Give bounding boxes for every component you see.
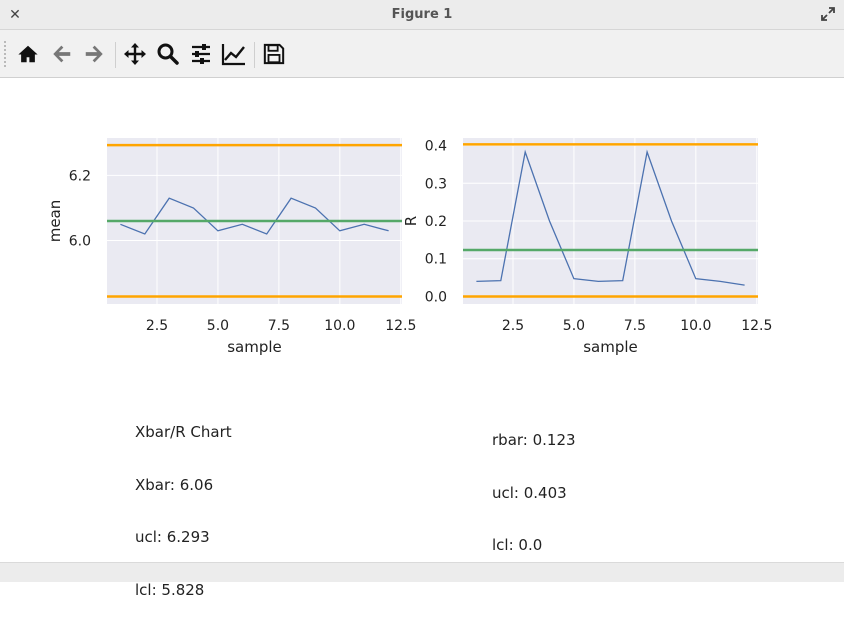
summary-r-ucl: ucl: 0.403 [492,483,567,502]
toolbar [0,30,844,78]
axes-edit-button[interactable] [220,40,248,68]
summary-rbar: rbar: 0.123 [492,431,576,449]
r-summary: rbar: 0.123 ucl: 0.403 lcl: 0.0 [492,397,576,590]
xbar-summary: Xbar/R Chart Xbar: 6.06 ucl: 6.293 lcl: … [135,389,232,634]
x-tick-label: 2.5 [502,318,524,334]
save-button[interactable] [260,40,288,68]
window-title: Figure 1 [391,7,453,22]
maximize-icon[interactable] [820,6,836,22]
x-tick-label: 10.0 [680,318,711,334]
x-tick-label: 7.5 [624,318,646,334]
x-axis-label: sample [583,338,638,356]
x-tick-label: 7.5 [268,318,290,334]
forward-button[interactable] [80,40,108,68]
back-button[interactable] [48,40,76,68]
statusbar [0,562,844,582]
close-icon[interactable]: ✕ [9,7,21,23]
subplots-button[interactable] [187,40,215,68]
y-tick-label: 0.0 [425,289,447,305]
summary-lcl: lcl: 5.828 [135,580,205,599]
x-axis-label: sample [227,338,282,356]
x-tick-label: 5.0 [207,318,229,334]
y-tick-label: 0.3 [425,176,447,192]
summary-xbar: Xbar: 6.06 [135,475,214,494]
x-tick-label: 2.5 [146,318,168,334]
arrow-left-icon [53,45,71,63]
figure-canvas[interactable]: 2.5 5.0 7.5 10.0 12.5 6.0 6.2 sample mean 2.5 5.0 7… [0,78,844,598]
toolbar-separator [115,42,116,68]
subplot-1: 2.5 5.0 7.5 10.0 12.5 6.0 6.2 sample mean [46,138,416,356]
home-icon [18,45,38,63]
subplot-2: 2.5 5.0 7.5 10.0 12.5 0.0 0.1 0.2 0.3 0.4 sample R [402,138,772,356]
x-tick-label: 5.0 [563,318,585,334]
series-line [120,197,389,235]
y-tick-label: 0.4 [425,139,447,155]
y-tick-label: 0.1 [425,252,447,268]
window-titlebar: ✕ Figure 1 [0,0,844,30]
y-tick-label: 0.2 [425,214,447,230]
y-tick-label: 6.0 [69,234,91,250]
magnifier-icon [157,43,179,65]
toolbar-grip[interactable] [3,40,7,68]
xbar-chart: 2.5 5.0 7.5 10.0 12.5 6.0 6.2 sample mean 2.5 5.0 7… [46,138,772,356]
series-line [476,149,745,286]
x-tick-label: 10.0 [324,318,355,334]
line-chart-icon [221,44,245,66]
summary-title: Xbar/R Chart [135,423,232,441]
arrow-right-icon [85,45,103,63]
move-icon [124,43,146,65]
y-tick-label: 6.2 [69,168,91,184]
pan-button[interactable] [121,40,149,68]
summary-ucl: ucl: 6.293 [135,528,210,546]
toolbar-separator [254,42,255,68]
summary-r-lcl: lcl: 0.0 [492,536,543,554]
zoom-button[interactable] [154,40,182,68]
x-tick-label: 12.5 [385,318,416,334]
y-axis-label: R [402,216,420,226]
floppy-icon [263,43,285,65]
x-tick-label: 12.5 [741,318,772,334]
y-axis-label: mean [46,200,64,243]
sliders-icon [192,44,210,64]
home-button[interactable] [14,40,42,68]
